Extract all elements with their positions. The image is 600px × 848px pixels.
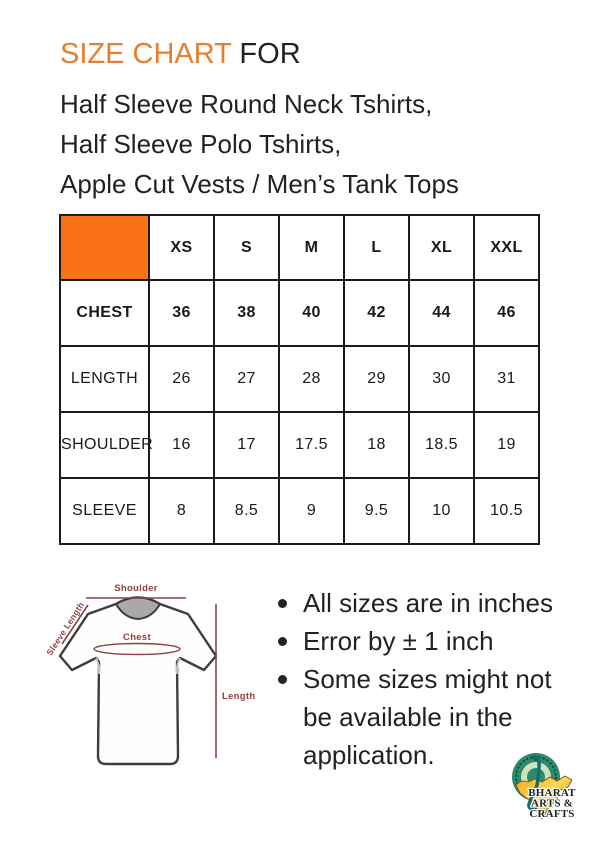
length-label: Length [222, 691, 255, 702]
product-list: Half Sleeve Round Neck Tshirts, Half Sle… [60, 84, 459, 204]
size-value-cell: 30 [408, 345, 475, 413]
note-text: Some sizes might not be available in the… [303, 664, 552, 770]
brand-logo: BHARAT ARTS & CRAFTS [512, 753, 577, 821]
size-column-header: S [213, 214, 280, 281]
sleeve-seam-left [95, 657, 101, 675]
measurement-row-shoulder: SHOULDER 16 17 17.5 18 18.5 19 [59, 411, 540, 479]
tshirt-measurement-diagram: Shoulder Sleeve Length Chest Length [44, 583, 255, 766]
measurement-row-sleeve: SLEEVE 8 8.5 9 9.5 10 10.5 [59, 477, 540, 545]
size-value-cell: 42 [343, 279, 410, 347]
logo-text-line3: CRAFTS [529, 808, 574, 820]
measurement-row-length: LENGTH 26 27 28 29 30 31 [59, 345, 540, 413]
size-value-cell: 40 [278, 279, 345, 347]
measurement-label: CHEST [59, 279, 150, 347]
size-column-header: XS [148, 214, 215, 281]
tshirt-outline [58, 596, 218, 766]
size-value-cell: 27 [213, 345, 280, 413]
size-value-cell: 46 [473, 279, 540, 347]
sleeve-seam-right [175, 657, 181, 675]
title-highlight: SIZE CHART [60, 38, 232, 70]
page-title: SIZE CHART FOR [60, 38, 301, 71]
measurement-label: SLEEVE [59, 477, 150, 545]
size-value-cell: 29 [343, 345, 410, 413]
size-table: XS S M L XL XXL CHEST 36 38 40 42 44 46 … [59, 214, 540, 545]
notes-list: All sizes are in inches Error by ± 1 inc… [276, 584, 563, 774]
india-map-icon [515, 775, 573, 820]
size-column-header: XL [408, 214, 475, 281]
note-text: All sizes are in inches [303, 588, 553, 618]
size-value-cell: 9 [278, 477, 345, 545]
sleeve-length-line [61, 604, 89, 645]
size-column-header: L [343, 214, 410, 281]
size-value-cell: 17 [213, 411, 280, 479]
size-value-cell: 44 [408, 279, 475, 347]
measurement-label: SHOULDER [59, 411, 153, 479]
product-line: Half Sleeve Polo Tshirts, [60, 129, 342, 159]
size-value-cell: 8.5 [213, 477, 280, 545]
note-text: Error by ± 1 inch [303, 626, 494, 656]
shoulder-label: Shoulder [114, 583, 158, 594]
size-value-cell: 9.5 [343, 477, 410, 545]
table-corner-cell [59, 214, 150, 281]
size-value-cell: 38 [213, 279, 280, 347]
size-value-cell: 31 [473, 345, 540, 413]
measurement-label: LENGTH [59, 345, 150, 413]
measurement-row-chest: CHEST 36 38 40 42 44 46 [59, 279, 540, 347]
product-line: Half Sleeve Round Neck Tshirts, [60, 89, 433, 119]
logo-wordmark: BHARAT ARTS & CRAFTS [527, 786, 577, 821]
size-value-cell: 19 [473, 411, 540, 479]
peacock-icon [527, 753, 541, 811]
size-value-cell: 28 [278, 345, 345, 413]
title-rest: FOR [231, 38, 301, 70]
size-value-cell: 16 [148, 411, 215, 479]
size-value-cell: 17.5 [278, 411, 345, 479]
size-column-header: M [278, 214, 345, 281]
logo-text-line2: ARTS & [531, 798, 573, 810]
size-value-cell: 8 [148, 477, 215, 545]
size-value-cell: 26 [148, 345, 215, 413]
size-value-cell: 10 [408, 477, 475, 545]
size-value-cell: 18 [343, 411, 410, 479]
note-item: All sizes are in inches [276, 584, 563, 622]
note-item: Error by ± 1 inch [276, 622, 563, 660]
size-column-header: XXL [473, 214, 540, 281]
size-value-cell: 10.5 [473, 477, 540, 545]
bullet-icon [278, 637, 287, 646]
size-value-cell: 36 [148, 279, 215, 347]
chest-label: Chest [123, 632, 151, 643]
bullet-icon [278, 599, 287, 608]
size-header-row: XS S M L XL XXL [59, 214, 540, 281]
note-item: Some sizes might not be available in the… [276, 660, 563, 774]
logo-text-line1: BHARAT [528, 787, 576, 799]
bullet-icon [278, 675, 287, 684]
chest-ellipse [93, 642, 181, 656]
size-value-cell: 18.5 [408, 411, 475, 479]
product-line: Apple Cut Vests / Men’s Tank Tops [60, 169, 459, 199]
